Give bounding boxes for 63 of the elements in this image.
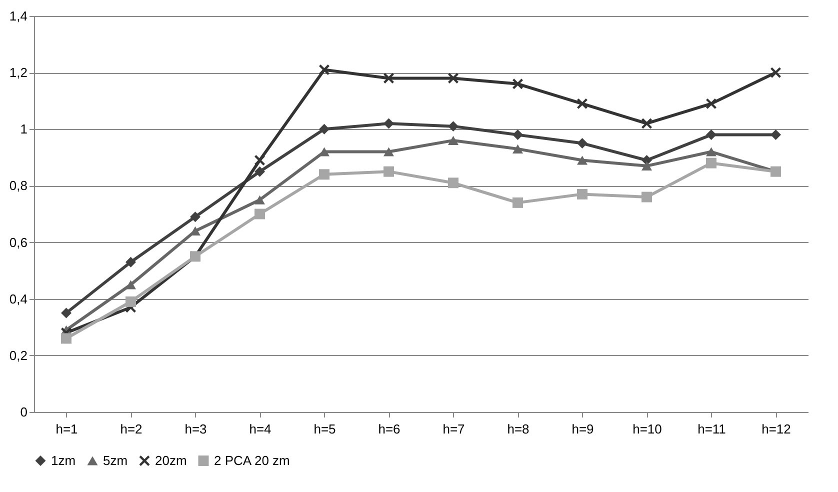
point: [126, 256, 136, 268]
x-tick-label: h=12: [762, 422, 791, 436]
point: [512, 144, 523, 154]
y-tick-label: 0,4: [9, 291, 28, 306]
x-tick-label: h=11: [698, 422, 726, 436]
x-tick-label: h=9: [572, 422, 594, 436]
point: [384, 72, 394, 84]
point: [319, 169, 330, 180]
point: [642, 192, 652, 202]
point: [706, 130, 716, 140]
point: [448, 72, 458, 84]
point: [126, 280, 136, 290]
x-tick-label: h=8: [507, 422, 530, 436]
point: [254, 155, 265, 166]
legend-label: 20zm: [155, 452, 187, 468]
point: [577, 138, 588, 149]
y-tick-label: 1,2: [9, 65, 28, 80]
point: [642, 118, 652, 129]
y-tick-label: 0,6: [9, 234, 28, 250]
point: [770, 67, 781, 78]
point: [254, 195, 265, 204]
x-tick-label: h=1: [56, 422, 78, 436]
point: [512, 130, 523, 140]
point: [577, 188, 588, 200]
point: [448, 136, 458, 145]
point: [512, 78, 523, 90]
x-tick-label: h=6: [378, 422, 400, 436]
y-tick-label: 1: [20, 122, 28, 137]
point: [706, 158, 716, 168]
point: [448, 121, 458, 132]
point: [61, 308, 72, 318]
y-tick-label: 0: [20, 404, 28, 420]
legend-label: 5zm: [103, 452, 128, 468]
point: [384, 118, 394, 129]
point: [319, 124, 330, 134]
point: [254, 208, 265, 220]
x-tick-label: h=2: [120, 422, 142, 436]
point: [61, 333, 72, 344]
legend-label: 1zm: [51, 452, 76, 468]
point: [254, 166, 265, 177]
point: [319, 147, 330, 156]
legend-label: 2 PCA 20 zm: [214, 452, 290, 468]
point: [577, 156, 588, 165]
point: [384, 166, 394, 177]
x-tick-label: h=7: [442, 422, 465, 436]
point: [126, 296, 136, 307]
point: [770, 130, 781, 140]
x-tick-label: h=4: [249, 422, 272, 436]
x-tick-label: h=3: [184, 422, 207, 436]
point: [706, 147, 716, 156]
point: [577, 98, 588, 109]
point: [512, 197, 523, 208]
point: [190, 212, 200, 222]
y-tick-label: 0,2: [9, 348, 28, 363]
point: [706, 98, 716, 109]
x-tick-label: h=10: [632, 422, 662, 436]
y-tick-label: 1,4: [9, 8, 28, 24]
point: [448, 178, 458, 188]
point: [642, 161, 652, 170]
point: [319, 64, 330, 75]
y-tick-label: 0,8: [9, 178, 28, 194]
point: [384, 147, 394, 156]
x-tick-label: h=5: [314, 422, 336, 436]
